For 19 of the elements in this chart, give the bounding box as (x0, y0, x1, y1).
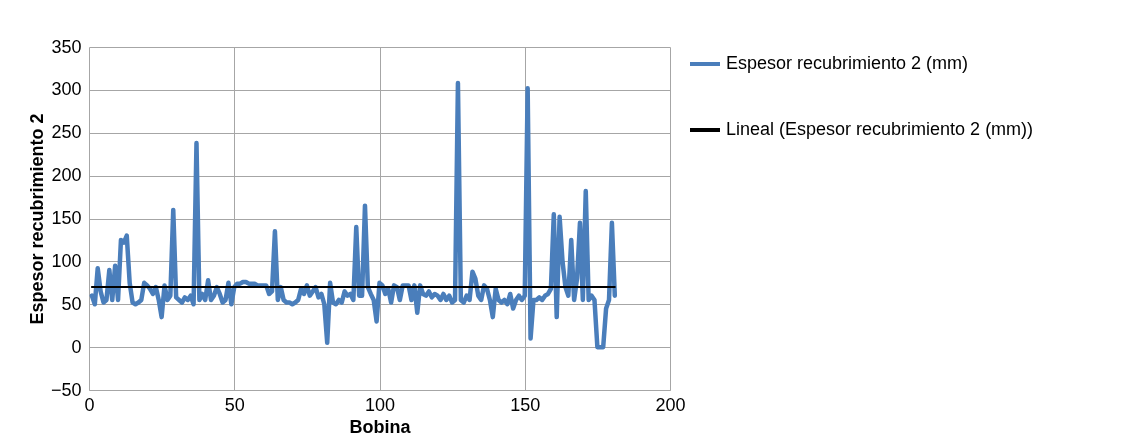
y-tick-label: 350 (51, 36, 82, 57)
y-tick-label: 250 (51, 122, 82, 143)
y-tick-label: 100 (51, 250, 82, 271)
x-tick-label: 50 (224, 394, 245, 415)
x-tick-label: 0 (84, 394, 95, 415)
x-tick-label: 150 (510, 394, 541, 415)
x-tick-label: 100 (364, 394, 396, 415)
y-tick-label: 200 (51, 165, 82, 186)
y-tick-label: 0 (71, 336, 82, 357)
y-tick-label: 150 (51, 208, 82, 228)
x-axis-title: Bobina (349, 416, 412, 437)
y-tick-label: 300 (51, 79, 82, 100)
x-tick-label: 200 (655, 394, 686, 415)
y-tick-label: −50 (50, 379, 82, 400)
y-tick-label: 50 (61, 293, 82, 314)
legend-label: Espesor recubrimiento 2 (mm) (726, 53, 969, 73)
line-series (89, 80, 618, 350)
legend-label: Lineal (Espesor recubrimiento 2 (mm)) (726, 119, 1034, 139)
y-axis-title: Espesor recubrimiento 2 (26, 113, 47, 325)
